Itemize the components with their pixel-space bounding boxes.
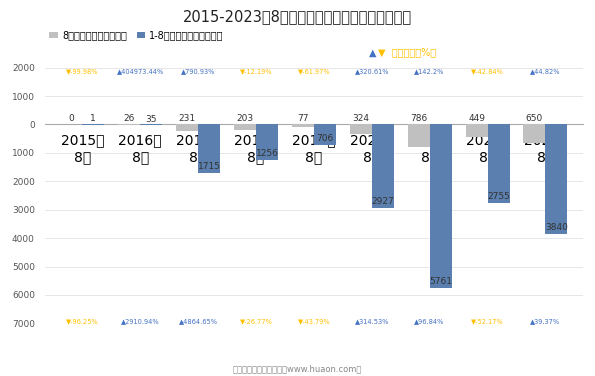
- Text: ▼-43.79%: ▼-43.79%: [298, 318, 330, 324]
- Text: ▲2910.94%: ▲2910.94%: [121, 318, 159, 324]
- Text: 77: 77: [297, 114, 309, 123]
- Bar: [408, 124, 430, 147]
- Text: ▲314.53%: ▲314.53%: [355, 318, 389, 324]
- Text: ▼-42.84%: ▼-42.84%: [471, 68, 504, 74]
- Bar: [546, 124, 568, 233]
- Bar: [465, 124, 487, 137]
- Text: ▲4864.65%: ▲4864.65%: [178, 318, 218, 324]
- Text: 1715: 1715: [198, 162, 221, 171]
- Bar: [140, 124, 162, 126]
- Text: 2015-2023年8月郑州商品交易所锰硅期货成交量: 2015-2023年8月郑州商品交易所锰硅期货成交量: [183, 9, 412, 24]
- Bar: [350, 124, 372, 134]
- Text: 706: 706: [316, 133, 333, 143]
- Text: ▲790.93%: ▲790.93%: [181, 68, 215, 74]
- Text: 3840: 3840: [545, 223, 568, 232]
- Text: ▼-96.25%: ▼-96.25%: [66, 318, 99, 324]
- Bar: [487, 124, 509, 203]
- Bar: [234, 124, 256, 130]
- Text: ▲142.2%: ▲142.2%: [415, 68, 445, 74]
- Text: ▼-52.17%: ▼-52.17%: [471, 318, 504, 324]
- Bar: [256, 124, 278, 160]
- Bar: [118, 124, 140, 125]
- Bar: [372, 124, 394, 208]
- Text: 0: 0: [68, 114, 74, 123]
- Bar: [314, 124, 336, 144]
- Text: ▼-99.98%: ▼-99.98%: [66, 68, 99, 74]
- Text: 449: 449: [468, 114, 485, 123]
- Text: ▼-12.19%: ▼-12.19%: [240, 68, 272, 74]
- Text: 2755: 2755: [487, 192, 510, 201]
- Text: 231: 231: [178, 114, 196, 123]
- Text: 650: 650: [526, 114, 543, 123]
- Text: ▼-61.97%: ▼-61.97%: [298, 68, 330, 74]
- Text: ▲: ▲: [369, 48, 377, 58]
- Text: 35: 35: [145, 115, 157, 123]
- Bar: [198, 124, 220, 173]
- Text: ▲96.84%: ▲96.84%: [415, 318, 445, 324]
- Bar: [524, 124, 546, 143]
- Bar: [292, 124, 314, 127]
- Text: 324: 324: [352, 114, 369, 123]
- Text: ▲44.82%: ▲44.82%: [530, 68, 560, 74]
- Text: 2927: 2927: [371, 197, 394, 206]
- Text: 786: 786: [410, 114, 427, 123]
- Text: 1: 1: [90, 114, 96, 123]
- Legend: 8月期货成交量（万手）, 1-8月期货成交量（万手）: 8月期货成交量（万手）, 1-8月期货成交量（万手）: [49, 30, 224, 40]
- Text: ▲404973.44%: ▲404973.44%: [117, 68, 164, 74]
- Text: 5761: 5761: [429, 277, 452, 286]
- Text: ▲39.37%: ▲39.37%: [530, 318, 560, 324]
- Text: ▼  同比增长（%）: ▼ 同比增长（%）: [378, 48, 436, 58]
- Text: 26: 26: [124, 114, 135, 123]
- Text: 203: 203: [236, 114, 253, 123]
- Bar: [430, 124, 452, 288]
- Text: ▲320.61%: ▲320.61%: [355, 68, 389, 74]
- Bar: [176, 124, 198, 131]
- Text: 制图：华经产业研究院（www.huaon.com）: 制图：华经产业研究院（www.huaon.com）: [233, 364, 362, 373]
- Text: 1256: 1256: [255, 149, 278, 158]
- Text: ▼-26.77%: ▼-26.77%: [240, 318, 273, 324]
